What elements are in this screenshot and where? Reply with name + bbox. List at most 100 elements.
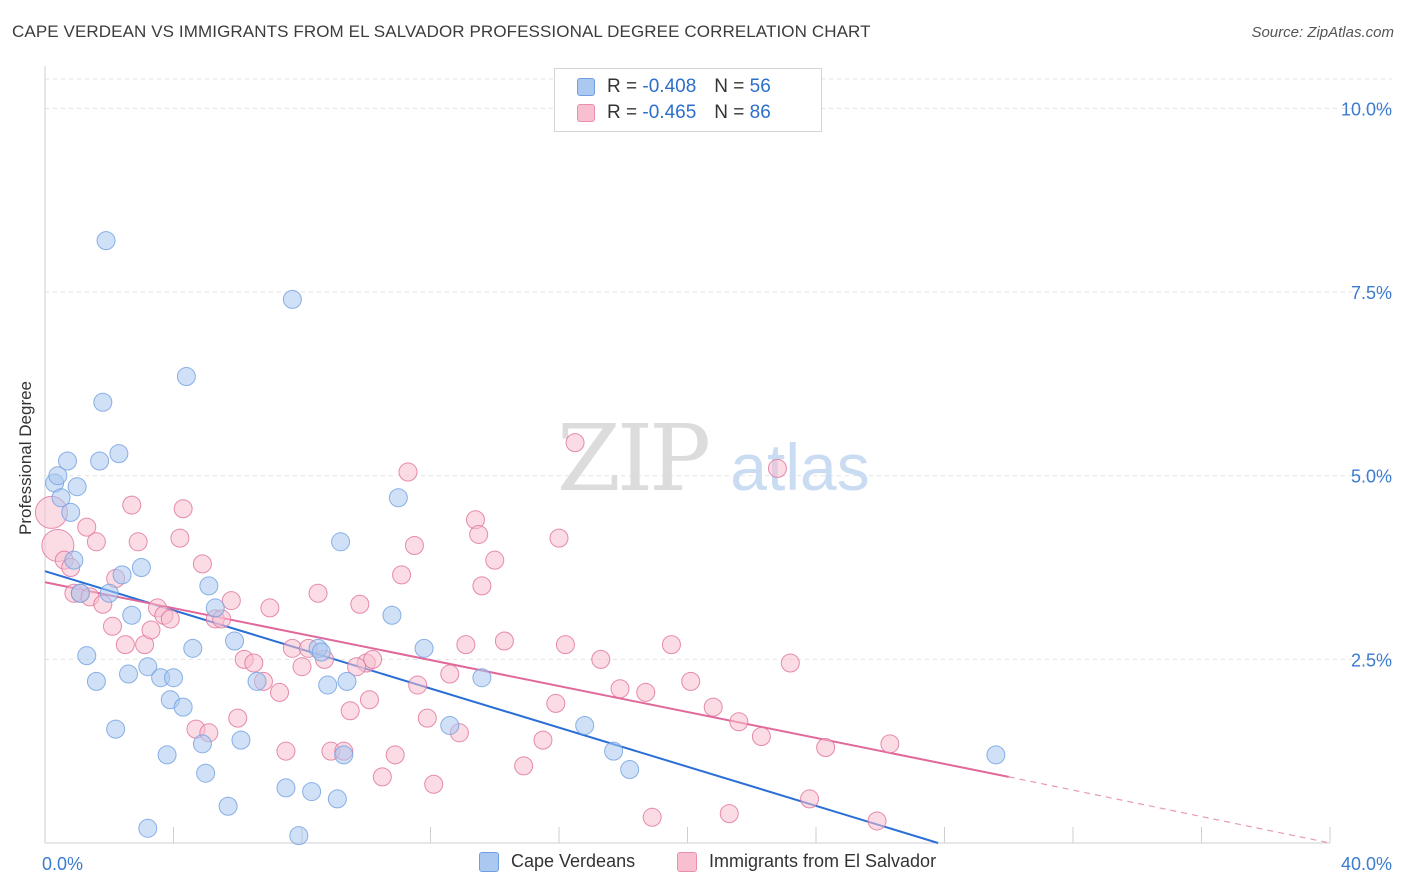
data-point — [327, 789, 347, 809]
legend-swatch-blue — [577, 78, 595, 96]
x-tick-label: 0.0% — [42, 854, 83, 874]
data-point — [620, 760, 640, 780]
data-point — [122, 495, 142, 515]
data-point — [533, 730, 553, 750]
data-point — [115, 635, 135, 655]
series-legend: Cape Verdeans Immigrants from El Salvado… — [0, 851, 1406, 877]
y-tick-label: 2.5% — [1351, 650, 1392, 670]
data-point — [228, 708, 248, 728]
data-point — [282, 289, 302, 309]
data-point — [417, 708, 437, 728]
legend-label: Cape Verdeans — [511, 851, 636, 871]
data-point — [77, 517, 97, 537]
data-point — [404, 535, 424, 555]
data-point — [986, 745, 1006, 765]
x-tick-label: 40.0% — [1341, 854, 1392, 874]
legend-r-value: -0.465 — [642, 102, 697, 123]
data-point — [469, 524, 489, 544]
data-point — [61, 502, 81, 522]
data-point — [138, 657, 158, 677]
data-point — [106, 719, 126, 739]
data-point — [424, 774, 444, 794]
legend-r-label: R = — [607, 76, 638, 97]
data-point — [225, 631, 245, 651]
data-point — [661, 635, 681, 655]
data-point — [549, 528, 569, 548]
y-tick-label: 5.0% — [1351, 467, 1392, 487]
data-point — [77, 646, 97, 666]
data-point — [218, 796, 238, 816]
data-point — [440, 664, 460, 684]
data-point — [494, 631, 514, 651]
data-point — [575, 715, 595, 735]
data-point — [170, 528, 190, 548]
watermark-zip: ZIP — [557, 405, 708, 512]
data-point — [270, 682, 290, 702]
data-point — [642, 807, 662, 827]
trend-line-cape-verdeans — [44, 570, 939, 844]
legend-n-label: N = — [714, 76, 745, 97]
data-point — [183, 638, 203, 658]
data-point — [141, 620, 161, 640]
data-point — [90, 451, 110, 471]
legend-label: Immigrants from El Salvador — [709, 851, 937, 871]
data-point — [138, 818, 158, 838]
data-point — [610, 679, 630, 699]
data-point — [318, 675, 338, 695]
data-point — [514, 756, 534, 776]
legend-item-cape-verdeans[interactable]: Cape Verdeans — [479, 851, 635, 872]
data-point — [173, 499, 193, 519]
legend-r-label: R = — [607, 102, 638, 123]
data-point — [157, 745, 177, 765]
data-point — [636, 682, 656, 702]
data-point — [308, 583, 328, 603]
data-point — [192, 554, 212, 574]
data-point — [372, 767, 392, 787]
data-point — [244, 653, 264, 673]
data-points — [34, 231, 1006, 846]
data-point — [289, 826, 309, 846]
chart-title: CAPE VERDEAN VS IMMIGRANTS FROM EL SALVA… — [12, 22, 871, 41]
data-point — [192, 734, 212, 754]
data-point — [176, 367, 196, 387]
data-point — [816, 738, 836, 757]
data-point — [440, 715, 460, 735]
data-point — [388, 488, 408, 508]
data-point — [350, 594, 370, 614]
data-point — [565, 433, 585, 453]
data-point — [67, 477, 87, 497]
data-point — [681, 671, 701, 691]
data-point — [86, 532, 106, 552]
trend-line-el-salvador-extension — [1008, 776, 1331, 844]
legend-row-el-salvador: R = -0.465 N = 86 — [577, 101, 771, 125]
data-point — [311, 642, 331, 662]
data-point — [86, 671, 106, 691]
data-point — [800, 789, 820, 809]
data-point — [408, 675, 428, 695]
data-point — [260, 598, 280, 618]
data-point — [128, 532, 148, 552]
correlation-legend: R = -0.408 N = 56 R = -0.465 N = 86 — [554, 68, 822, 132]
data-point — [767, 458, 787, 478]
y-tick-label: 10.0% — [1341, 99, 1392, 119]
data-point — [276, 741, 296, 761]
data-point — [302, 782, 322, 802]
tick-labels: 2.5% 5.0% 7.5% 10.0% 0.0% 40.0% — [42, 99, 1392, 874]
legend-r-value: -0.408 — [642, 76, 697, 97]
data-point — [398, 462, 418, 482]
data-point — [96, 231, 116, 251]
legend-n-label: N = — [714, 102, 745, 123]
data-point — [199, 576, 219, 596]
data-point — [751, 726, 771, 746]
data-point — [109, 444, 129, 464]
data-point — [591, 649, 611, 669]
data-point — [221, 591, 241, 611]
data-point — [385, 745, 405, 765]
grid-lines — [45, 78, 1392, 660]
legend-item-el-salvador[interactable]: Immigrants from El Salvador — [677, 851, 936, 872]
legend-n-value: 86 — [749, 102, 771, 123]
trend-line-el-salvador — [44, 581, 1009, 778]
data-point — [247, 671, 267, 691]
legend-row-cape-verdeans: R = -0.408 N = 56 — [577, 75, 771, 99]
